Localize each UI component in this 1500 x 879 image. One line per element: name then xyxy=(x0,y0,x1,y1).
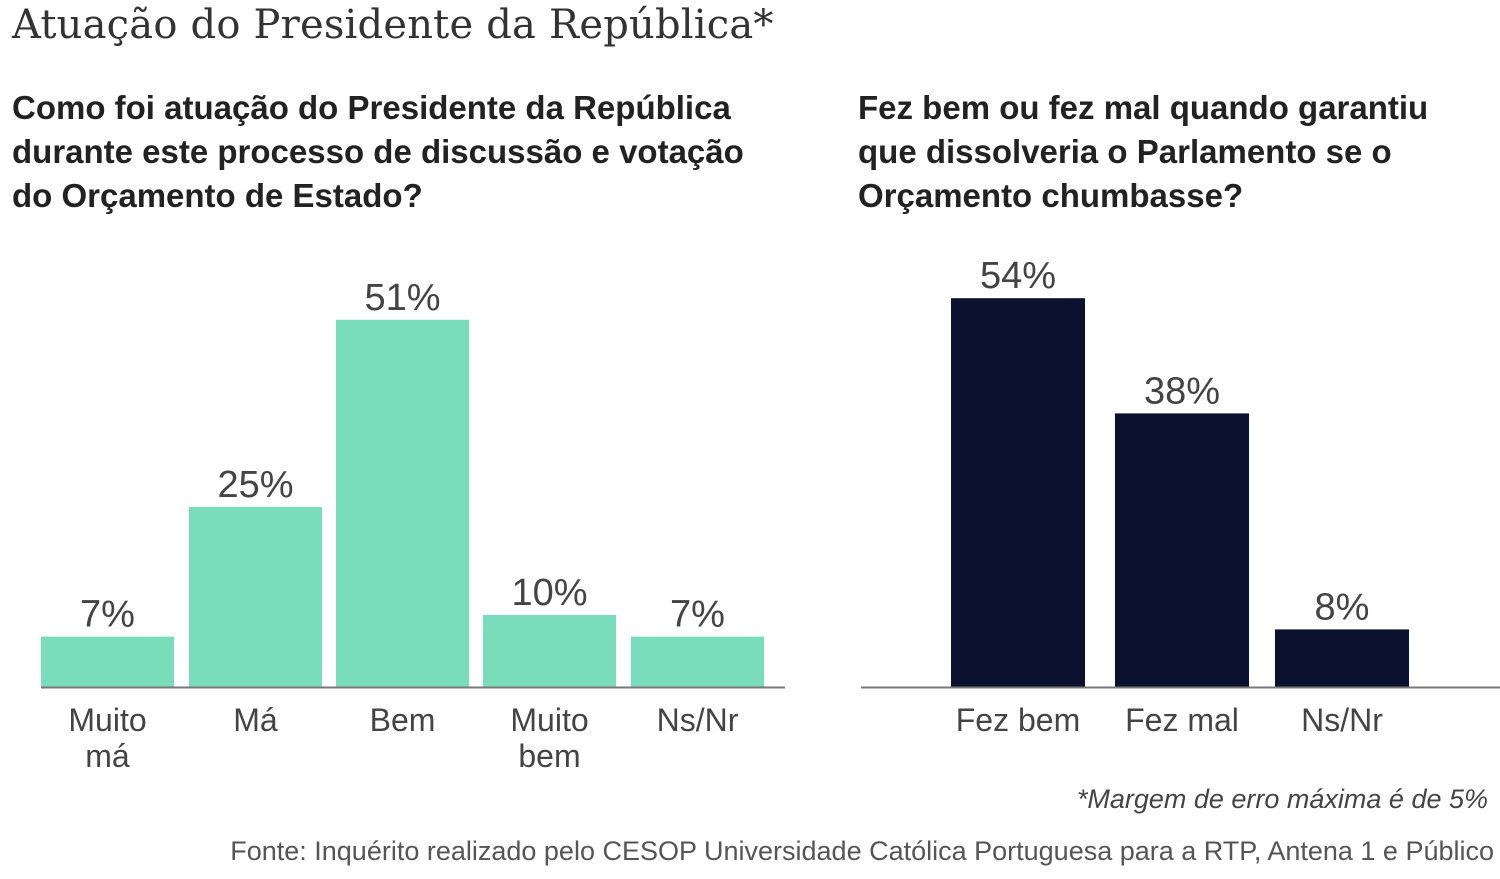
right-bar-0 xyxy=(951,298,1085,687)
left-category-label-2: Bem xyxy=(370,702,436,738)
margin-of-error-note: *Margem de erro máxima é de 5% xyxy=(1076,784,1488,814)
right-category-label-2: Ns/Nr xyxy=(1301,702,1383,738)
left-chart-title: Como foi atuação do Presidente da Repúbl… xyxy=(12,89,744,214)
left-bar-2 xyxy=(336,319,469,687)
right-value-label-0: 54% xyxy=(980,255,1056,297)
right-category-label-0: Fez bem xyxy=(956,702,1080,738)
left-category-label-3: Muito xyxy=(510,702,588,738)
right-value-label-1: 38% xyxy=(1144,370,1220,412)
left-value-label-3: 10% xyxy=(511,572,587,614)
main-title: Atuação do Presidente da República* xyxy=(12,2,774,48)
left-value-label-0: 7% xyxy=(80,594,135,636)
left-category-label-4: Ns/Nr xyxy=(657,702,739,738)
left-bar-1 xyxy=(189,507,322,687)
left-category-label-3: bem xyxy=(518,738,580,774)
right-bar-chart: 54% Fez bem 38% Fez mal 8% Ns/Nr xyxy=(861,255,1500,738)
left-value-label-4: 7% xyxy=(670,594,725,636)
right-chart-title: Fez bem ou fez mal quando garantiu que d… xyxy=(858,89,1429,214)
right-bar-1 xyxy=(1115,413,1249,687)
left-bar-4 xyxy=(631,636,764,687)
right-category-label-1: Fez mal xyxy=(1125,702,1239,738)
left-value-label-1: 25% xyxy=(217,464,293,506)
right-value-label-2: 8% xyxy=(1315,586,1370,628)
left-category-label-1: Má xyxy=(233,702,278,738)
source-note: Fonte: Inquérito realizado pelo CESOP Un… xyxy=(230,836,1494,866)
right-bar-2 xyxy=(1275,629,1409,687)
left-bar-3 xyxy=(483,615,616,687)
left-value-label-2: 51% xyxy=(364,277,440,319)
left-category-label-0: Muito xyxy=(68,702,146,738)
left-bar-0 xyxy=(41,636,174,687)
left-category-label-0: má xyxy=(85,738,130,774)
